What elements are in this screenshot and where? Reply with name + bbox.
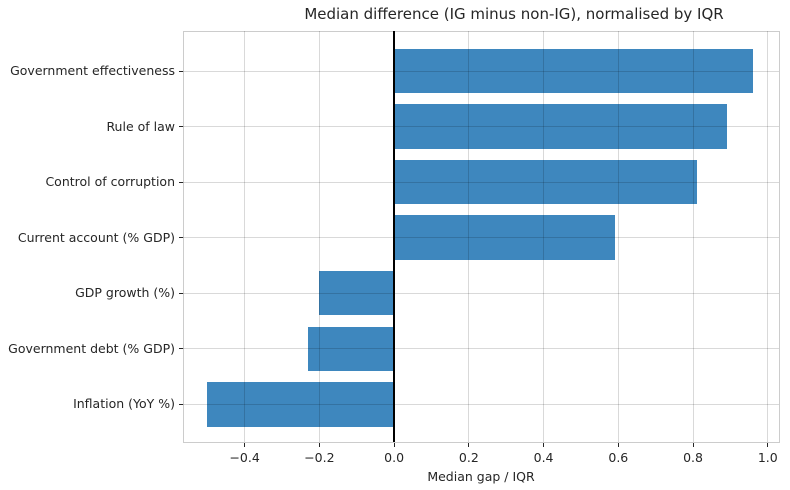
y-tick-mark-rule-of-law	[179, 126, 183, 128]
x-tick-label-1.0: 1.0	[757, 450, 778, 465]
y-tick-label-government-effectiveness: Government effectiveness	[10, 63, 175, 78]
bar-government-debt-gdp	[308, 326, 395, 371]
x-tick-mark-0.8	[692, 443, 694, 447]
y-tick-label-control-of-corruption: Control of corruption	[45, 174, 175, 190]
x-tick-mark-−0.2	[318, 443, 320, 447]
bar-control-of-corruption	[394, 159, 697, 205]
bar-inflation-yoy	[207, 382, 395, 427]
y-tick-label-rule-of-law: Rule of law	[106, 118, 175, 134]
y-tick-mark-current-account-gdp	[179, 237, 183, 239]
x-tick-mark-0.0	[393, 443, 395, 447]
x-tick-label-0.0: 0.0	[384, 450, 405, 465]
x-tick-mark-0.2	[468, 443, 470, 447]
x-tick-label-0.6: 0.6	[608, 450, 629, 465]
x-tick-label-−0.4: −0.4	[229, 450, 260, 465]
x-tick-label-0.2: 0.2	[458, 450, 479, 465]
x-axis-label: Median gap / IQR	[427, 469, 535, 484]
bar-rule-of-law	[394, 104, 727, 149]
chart-title: Median difference (IG minus non-IG), nor…	[304, 5, 724, 23]
y-tick-mark-inflation-yoy	[179, 403, 183, 405]
bar-government-effectiveness	[394, 48, 753, 94]
y-tick-mark-gdp-growth	[179, 292, 183, 294]
x-tick-label-0.4: 0.4	[533, 450, 554, 465]
y-tick-mark-control-of-corruption	[179, 181, 183, 183]
y-tick-label-gdp-growth: GDP growth (%)	[75, 285, 175, 301]
y-tick-label-current-account-gdp: Current account (% GDP)	[17, 229, 175, 245]
y-tick-label-inflation-yoy: Inflation (YoY %)	[73, 396, 175, 412]
bar-gdp-growth	[319, 270, 395, 316]
x-tick-label-−0.2: −0.2	[304, 450, 335, 465]
y-tick-mark-government-effectiveness	[179, 70, 183, 72]
x-tick-label-0.8: 0.8	[683, 450, 703, 465]
bar-current-account-gdp	[394, 215, 615, 260]
x-tick-mark-−0.4	[244, 443, 246, 447]
x-tick-mark-0.4	[543, 443, 545, 447]
x-tick-mark-1.0	[767, 443, 769, 447]
x-tick-mark-0.6	[617, 443, 619, 447]
zero-reference-line	[393, 31, 396, 442]
y-tick-mark-government-debt-gdp	[179, 348, 183, 350]
y-tick-label-government-debt-gdp: Government debt (% GDP)	[8, 340, 175, 356]
